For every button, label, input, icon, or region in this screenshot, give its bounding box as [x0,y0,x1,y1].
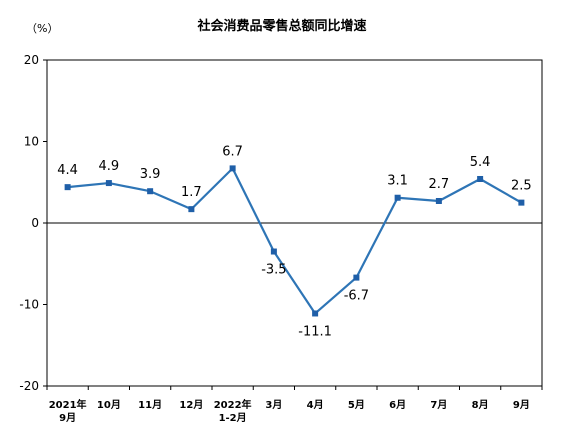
y-tick-label: 10 [24,135,39,149]
x-tick-label: 7月 [430,399,447,411]
x-tick-label: 2021年 9月 [49,398,87,424]
data-label: 1.7 [181,185,202,200]
x-tick-label: 11月 [138,399,162,411]
chart-title: 社会消费品零售总额同比增速 [196,18,366,34]
x-tick-label: 12月 [179,399,203,411]
data-point [435,197,442,204]
x-tick-label: 9月 [513,399,530,411]
series-line [67,167,522,315]
data-label: -11.1 [298,324,332,339]
x-tick-label: 3月 [265,399,282,411]
data-label: -6.7 [344,289,369,304]
y-axis-unit: （%） [26,22,58,35]
data-point [64,184,71,191]
y-tick-label: -10 [19,298,39,312]
data-point [147,188,154,195]
data-label: 6.7 [222,144,243,159]
data-point [229,165,236,172]
data-point [105,180,112,187]
data-label: 3.1 [387,174,408,189]
data-point [353,274,360,281]
data-point [518,199,525,206]
x-tick-label: 8月 [472,399,489,411]
y-tick-label: 20 [24,53,39,67]
data-point [394,194,401,201]
x-tick-label: 5月 [348,399,365,411]
data-label: 2.7 [429,177,450,192]
data-label: 3.9 [140,167,161,182]
data-point [477,175,484,182]
x-tick-label: 6月 [389,399,406,411]
data-label: 2.5 [511,179,532,194]
x-tick-label: 10月 [97,399,121,411]
data-label: 4.9 [99,159,120,174]
data-point [270,248,277,255]
data-point [312,310,319,317]
data-label: 5.4 [470,155,491,170]
x-tick-label: 4月 [307,399,324,411]
data-point [188,206,195,213]
y-tick-label: 0 [31,216,39,230]
data-label: 4.4 [57,163,78,178]
data-label: -3.5 [261,263,286,278]
y-tick-label: -20 [19,379,39,393]
x-tick-label: 2022年 1-2月 [214,398,252,424]
